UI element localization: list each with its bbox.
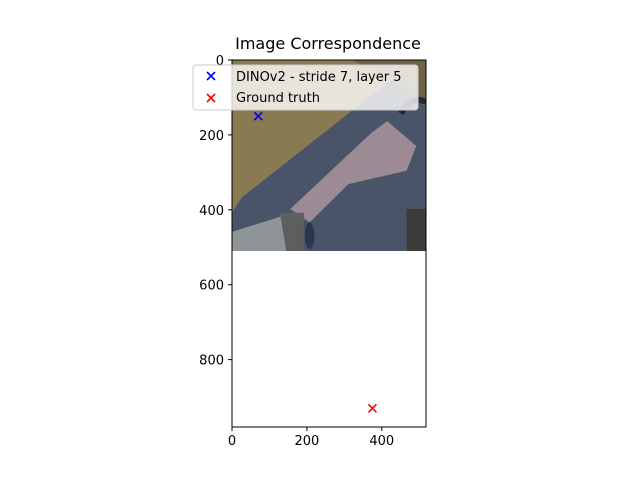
legend-label-dinov2: DINOv2 - stride 7, layer 5	[236, 70, 401, 85]
y-tick-label: 200	[199, 129, 224, 144]
dinov2-point	[253, 111, 263, 121]
y-tick-label: 800	[199, 354, 224, 369]
legend-box	[192, 64, 419, 111]
axes-frame	[231, 59, 427, 428]
y-tick-label: 600	[199, 279, 224, 294]
legend-label-ground-truth: Ground truth	[236, 91, 320, 106]
y-tick-label: 400	[199, 204, 224, 219]
legend-marker-dinov2	[206, 71, 216, 81]
x-tick-label: 0	[228, 434, 236, 449]
x-tick-label: 400	[369, 434, 394, 449]
data-points	[253, 111, 378, 413]
axis-ticks: 0 200 400 0 200 400 600 800	[199, 54, 394, 449]
legend: DINOv2 - stride 7, layer 5 Ground truth	[192, 64, 419, 111]
ground-truth-point	[367, 403, 378, 413]
chart-title: Image Correspondence	[235, 34, 421, 53]
legend-marker-ground-truth	[206, 93, 216, 103]
x-tick-label: 200	[294, 434, 319, 449]
y-tick-label: 0	[216, 54, 224, 69]
